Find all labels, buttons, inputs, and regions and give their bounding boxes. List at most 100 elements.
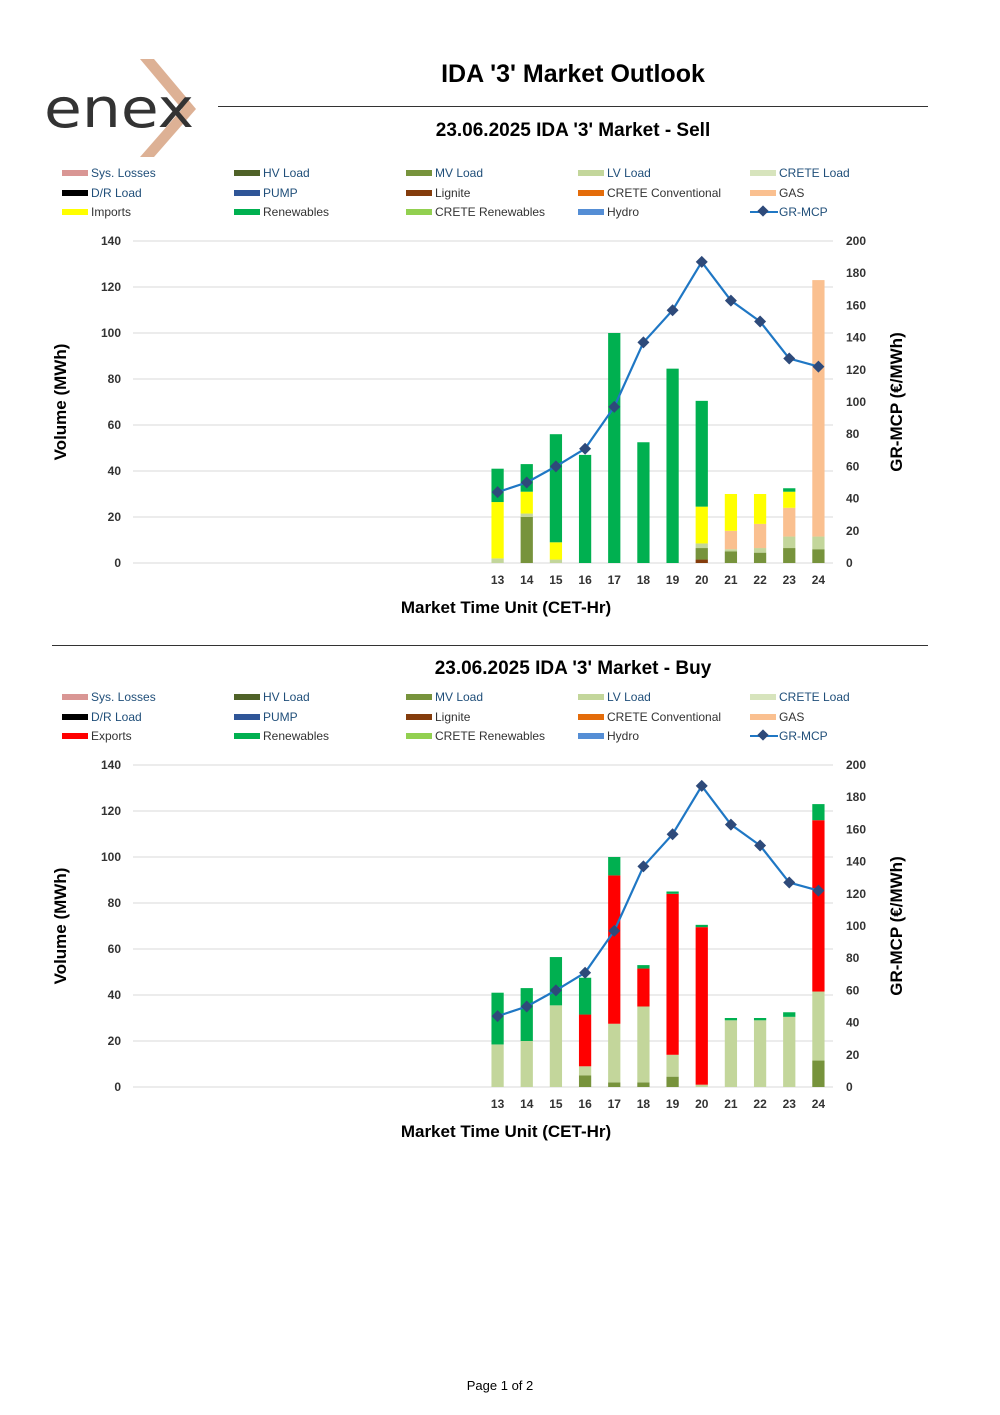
legend-label: Renewables — [263, 729, 330, 743]
y-tick-label: 120 — [101, 804, 121, 818]
x-tick-label: 17 — [608, 573, 622, 587]
bar-renewables-hr-23 — [783, 1012, 796, 1017]
logo-text: enex — [44, 77, 194, 140]
legend-label: Lignite — [435, 185, 471, 200]
legend-swatch — [234, 170, 260, 176]
bar-lv-load-hr-23 — [783, 536, 796, 549]
bar-lv-load-hr-13 — [491, 558, 504, 563]
bar-lv-load-hr-22 — [753, 1020, 767, 1087]
y2-tick-label: 160 — [846, 298, 866, 312]
legend-swatch — [406, 694, 432, 700]
y2-tick-label: 80 — [846, 951, 860, 965]
y2-tick-label: 0 — [846, 1080, 853, 1094]
x-tick-label: 16 — [578, 1097, 592, 1111]
legend-diamond-marker — [757, 729, 769, 741]
gr-mcp-point-hr-21 — [724, 294, 737, 307]
y-tick-label: 100 — [101, 326, 121, 340]
y2-tick-label: 20 — [846, 524, 860, 538]
bar-gas-hr-22 — [753, 523, 767, 549]
document-title: IDA '3' Market Outlook — [441, 60, 705, 88]
bar-mv-load-hr-24 — [812, 1060, 825, 1087]
legend-label: MV Load — [435, 166, 484, 180]
y-tick-label: 60 — [108, 942, 122, 956]
bar-mv-load-hr-18 — [637, 1082, 650, 1087]
gr-mcp-point-hr-18 — [637, 860, 650, 873]
legend-label: GAS — [779, 185, 805, 200]
legend-swatch — [62, 733, 88, 739]
x-tick-label: 20 — [695, 573, 709, 587]
bar-exports-hr-17 — [608, 875, 621, 1024]
y2-axis-title: GR-MCP (€/MWh) — [887, 332, 906, 471]
x-tick-label: 19 — [666, 573, 680, 587]
legend-label: Hydro — [607, 205, 640, 219]
legend-label: CRETE Load — [779, 166, 850, 180]
y2-tick-label: 160 — [846, 822, 866, 836]
gr-mcp-point-hr-23 — [783, 352, 796, 365]
legend-swatch — [578, 733, 604, 739]
bar-lv-load-hr-13 — [491, 1044, 504, 1087]
bar-lv-load-hr-24 — [812, 536, 825, 550]
legend-label: CRETE Load — [779, 690, 850, 704]
gr-mcp-point-hr-14 — [520, 1000, 533, 1013]
bar-mv-load-hr-14 — [520, 517, 533, 563]
buy-chart: 0 20 40 60 80 100 120 140 0 20 40 60 80 100 120 140 160 1… — [51, 758, 906, 1141]
gr-mcp-point-hr-22 — [754, 839, 767, 852]
y-axis-title: Volume (MWh) — [51, 344, 70, 461]
sell-chart-title: 23.06.2025 IDA '3' Market - Sell — [435, 120, 711, 141]
bar-gas-hr-23 — [783, 507, 796, 537]
x-tick-label: 14 — [520, 573, 534, 587]
legend-swatch — [578, 189, 604, 196]
legend-label: PUMP — [263, 185, 298, 200]
bar-lv-load-hr-15 — [549, 559, 563, 563]
gr-mcp-point-hr-22 — [754, 315, 767, 328]
legend-label: HV Load — [263, 690, 310, 704]
y2-tick-label: 0 — [846, 556, 853, 570]
y2-tick-label: 200 — [846, 758, 866, 772]
legend-label: D/R Load — [91, 185, 142, 200]
x-tick-label: 18 — [637, 1097, 651, 1111]
legend-label: CRETE Renewables — [435, 205, 546, 219]
bar-lv-load-hr-18 — [637, 1006, 650, 1083]
y-tick-label: 120 — [101, 280, 121, 294]
x-tick-label: 13 — [491, 1097, 505, 1111]
x-tick-label: 13 — [491, 573, 505, 587]
y2-tick-label: 80 — [846, 427, 860, 441]
bar-renewables-hr-16 — [578, 454, 592, 563]
legend-label: Renewables — [263, 205, 330, 219]
legend-label: LV Load — [607, 690, 651, 704]
bar-imports-hr-20 — [695, 506, 708, 544]
bar-lv-load-hr-22 — [753, 548, 767, 553]
y2-tick-label: 40 — [846, 492, 860, 506]
x-tick-label: 22 — [753, 1097, 767, 1111]
y2-tick-label: 140 — [846, 855, 866, 869]
x-tick-label: 20 — [695, 1097, 709, 1111]
bar-renewables-hr-17 — [608, 333, 621, 563]
bar-renewables-hr-18 — [637, 442, 650, 563]
gr-mcp-point-hr-24 — [812, 360, 825, 373]
legend-swatch — [578, 713, 604, 720]
legend-swatch — [62, 189, 88, 196]
sell-chart-legend: Sys. Losses HV Load MV Load LV Load CRETE Lo… — [62, 164, 932, 224]
x-tick-label: 21 — [724, 573, 738, 587]
bar-mv-load-hr-24 — [812, 549, 825, 563]
gr-mcp-point-hr-19 — [666, 304, 679, 317]
bar-gas-hr-21 — [724, 530, 738, 550]
gr-mcp-point-hr-16 — [579, 442, 592, 455]
bar-mv-load-hr-21 — [724, 551, 738, 563]
bar-imports-hr-23 — [783, 491, 796, 508]
x-tick-label: 17 — [608, 1097, 622, 1111]
legend-label: PUMP — [263, 709, 298, 724]
gr-mcp-point-hr-14 — [520, 476, 533, 489]
bar-renewables-hr-20 — [695, 400, 708, 507]
bar-mv-load-hr-22 — [753, 552, 767, 563]
bar-lv-load-hr-21 — [724, 549, 738, 552]
legend-swatch — [234, 733, 260, 739]
y-tick-label: 20 — [108, 1034, 122, 1048]
bar-lv-load-hr-14 — [520, 1041, 533, 1087]
bar-lv-load-hr-24 — [812, 991, 825, 1061]
gr-mcp-point-hr-17 — [608, 400, 621, 413]
legend-label: Sys. Losses — [91, 690, 156, 704]
legend-swatch — [750, 713, 776, 720]
legend-swatch — [750, 694, 776, 700]
legend-label: CRETE Renewables — [435, 729, 546, 743]
